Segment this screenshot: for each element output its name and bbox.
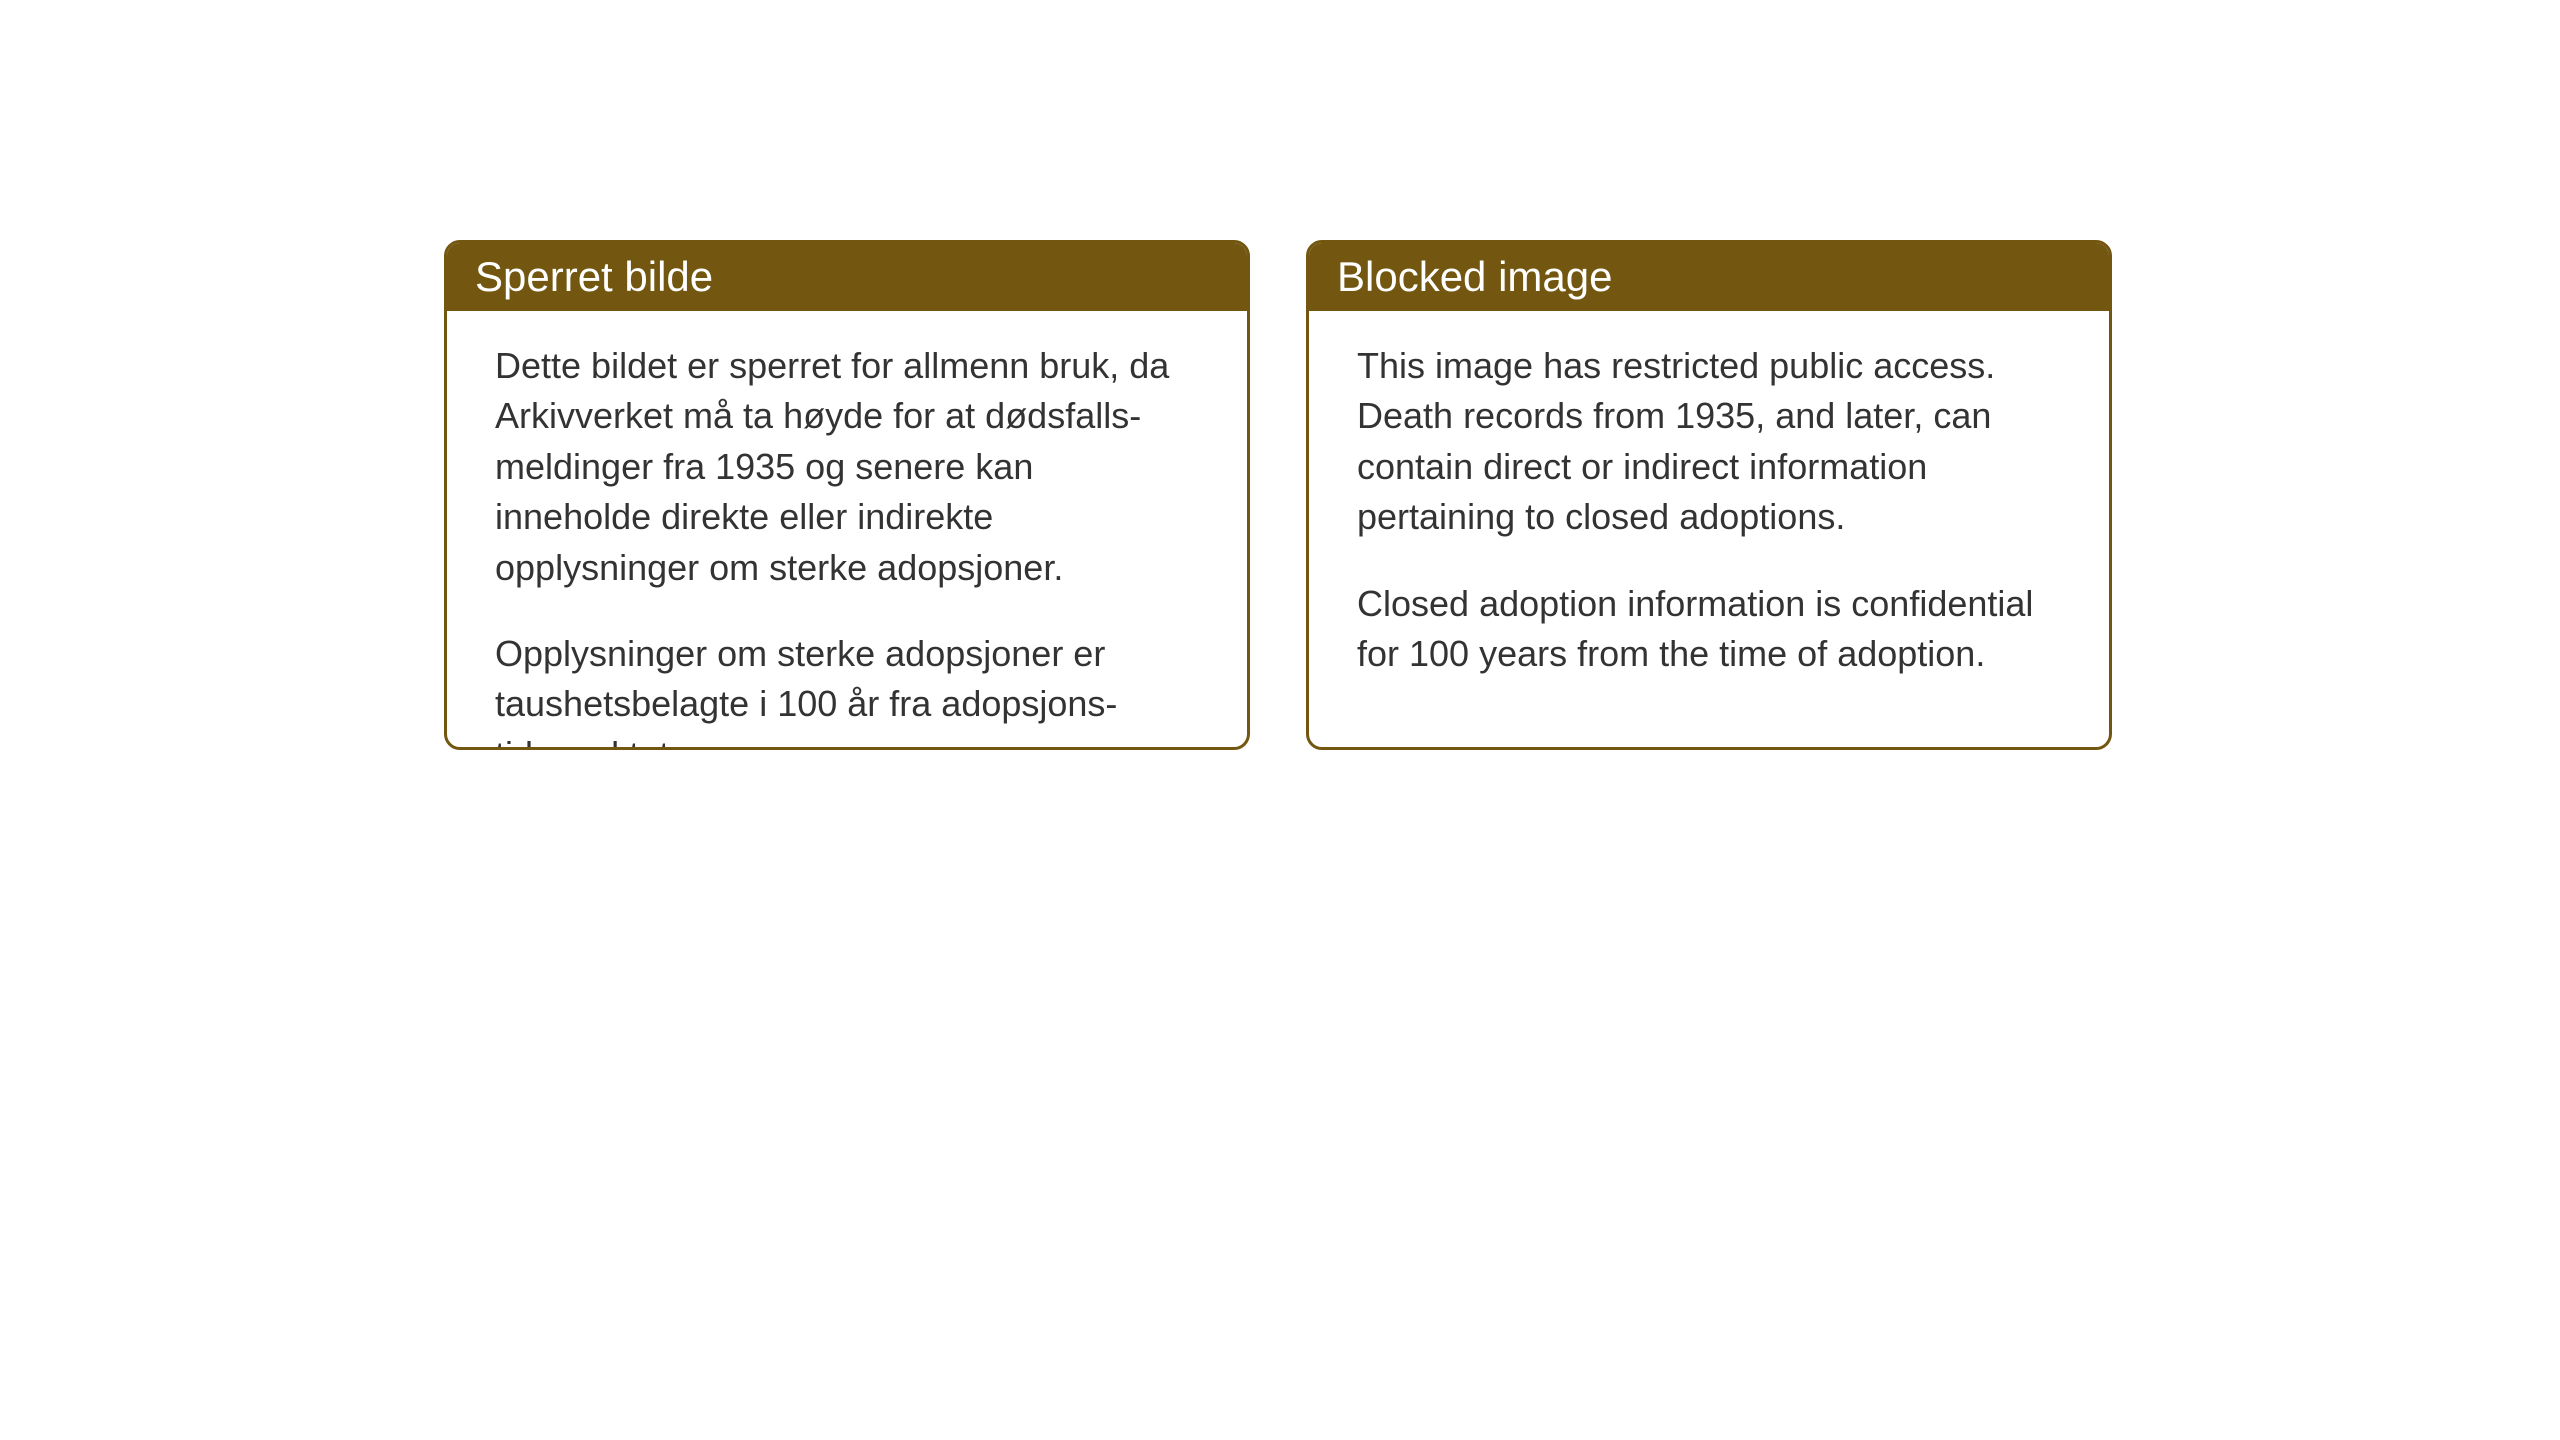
english-paragraph-2: Closed adoption information is confident… bbox=[1357, 579, 2061, 680]
norwegian-paragraph-2: Opplysninger om sterke adopsjoner er tau… bbox=[495, 629, 1199, 750]
english-notice-card: Blocked image This image has restricted … bbox=[1306, 240, 2112, 750]
english-card-body: This image has restricted public access.… bbox=[1309, 311, 2109, 709]
norwegian-notice-card: Sperret bilde Dette bildet er sperret fo… bbox=[444, 240, 1250, 750]
norwegian-paragraph-1: Dette bildet er sperret for allmenn bruk… bbox=[495, 341, 1199, 593]
english-card-title: Blocked image bbox=[1309, 243, 2109, 311]
notice-cards-container: Sperret bilde Dette bildet er sperret fo… bbox=[444, 240, 2112, 750]
english-paragraph-1: This image has restricted public access.… bbox=[1357, 341, 2061, 543]
norwegian-card-title: Sperret bilde bbox=[447, 243, 1247, 311]
norwegian-card-body: Dette bildet er sperret for allmenn bruk… bbox=[447, 311, 1247, 750]
